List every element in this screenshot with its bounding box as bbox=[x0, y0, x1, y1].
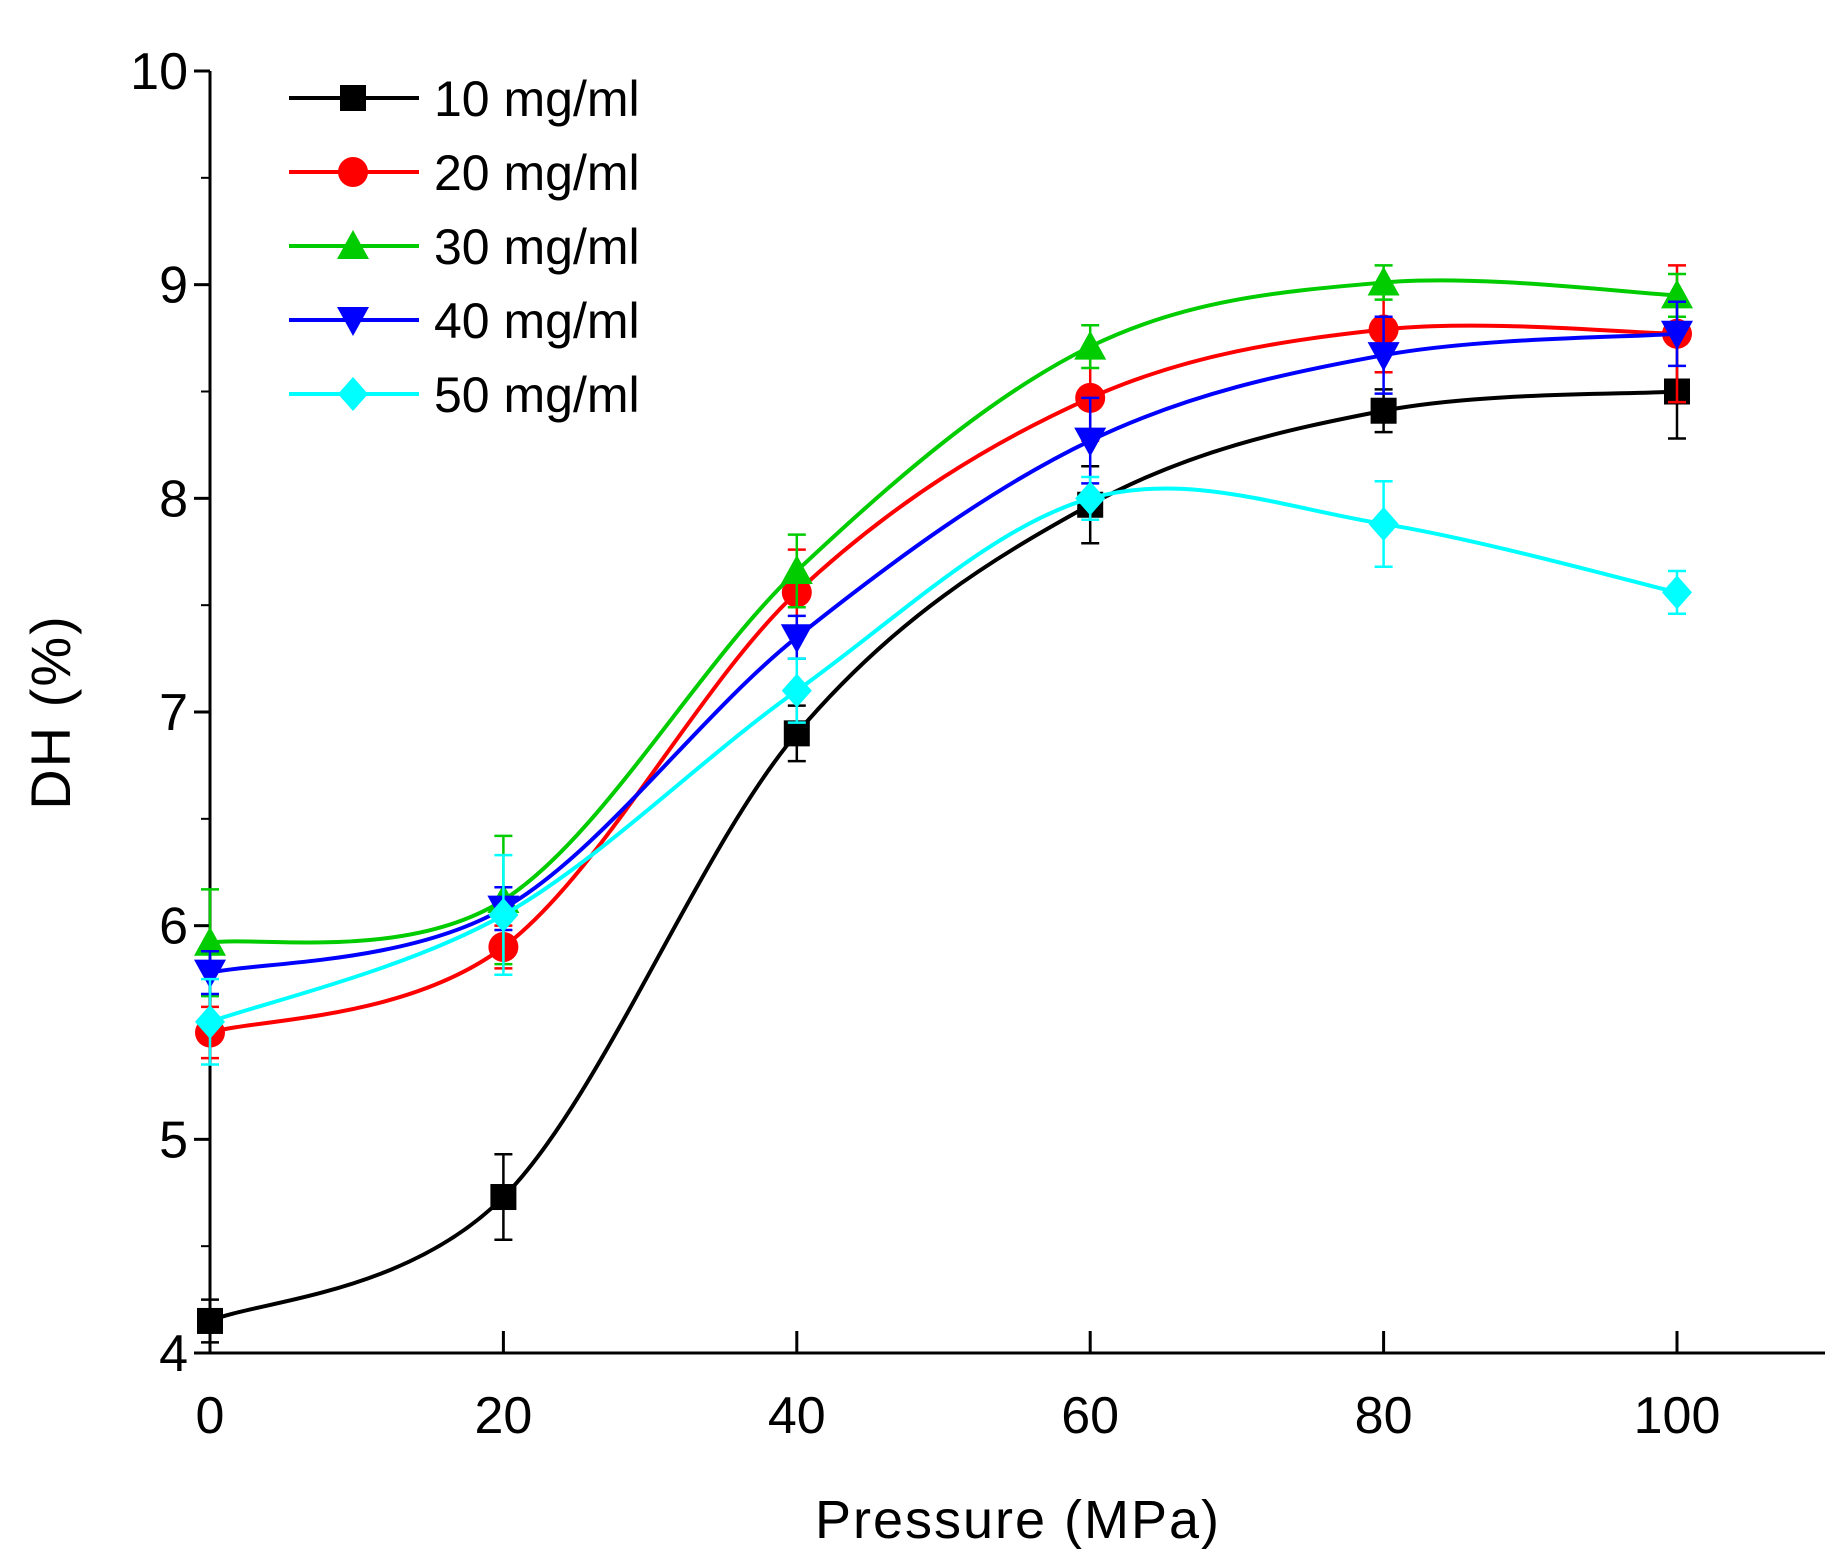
diamond-marker bbox=[338, 377, 368, 411]
square-marker bbox=[1370, 397, 1397, 424]
triangle-down-marker bbox=[1074, 427, 1107, 457]
legend-label: 20 mg/ml bbox=[434, 145, 640, 201]
y-tick-label: 7 bbox=[159, 684, 188, 742]
x-tick-label: 0 bbox=[196, 1387, 225, 1445]
legend-label: 10 mg/ml bbox=[434, 71, 640, 127]
series-line bbox=[209, 331, 1678, 975]
triangle-up-marker bbox=[194, 926, 226, 956]
diamond-marker bbox=[1368, 506, 1399, 541]
y-tick-label: 10 bbox=[130, 43, 188, 101]
x-tick-label: 100 bbox=[1634, 1387, 1721, 1445]
series-line bbox=[209, 389, 1678, 1323]
legend-item: 30 mg/ml bbox=[289, 219, 640, 275]
series-30-mg-ml bbox=[194, 264, 1693, 998]
legend: 10 mg/ml 20 mg/ml 30 mg/ml 40 mg/ml 50 mg/ml bbox=[289, 71, 640, 423]
y-tick-label: 9 bbox=[159, 257, 188, 315]
diamond-marker bbox=[1075, 481, 1106, 516]
x-tick-label: 20 bbox=[474, 1387, 532, 1445]
legend-label: 50 mg/ml bbox=[434, 367, 640, 423]
series-line bbox=[209, 486, 1678, 1024]
legend-item: 10 mg/ml bbox=[289, 71, 640, 127]
diamond-marker bbox=[195, 1004, 225, 1039]
triangle-down-marker bbox=[194, 959, 226, 989]
triangle-down-marker bbox=[337, 307, 369, 336]
series-line bbox=[209, 278, 1678, 945]
triangle-up-marker bbox=[1074, 330, 1107, 360]
diamond-marker bbox=[1662, 575, 1692, 610]
square-marker bbox=[197, 1307, 223, 1334]
square-marker bbox=[783, 720, 810, 747]
legend-label: 40 mg/ml bbox=[434, 293, 640, 349]
legend-item: 50 mg/ml bbox=[289, 367, 640, 423]
y-tick-label: 8 bbox=[159, 470, 188, 528]
diamond-marker bbox=[488, 897, 519, 932]
diamond-marker bbox=[781, 673, 812, 708]
triangle-down-marker bbox=[1661, 320, 1693, 350]
series-40-mg-ml bbox=[194, 300, 1693, 996]
series-line bbox=[209, 323, 1678, 1035]
series-20-mg-ml bbox=[195, 264, 1692, 1060]
triangle-down-marker bbox=[780, 624, 813, 654]
series-layer bbox=[194, 264, 1693, 1344]
x-tick-label: 60 bbox=[1061, 1387, 1119, 1445]
y-tick-label: 5 bbox=[159, 1111, 188, 1169]
square-marker bbox=[490, 1184, 517, 1211]
x-tick-label: 40 bbox=[768, 1387, 826, 1445]
triangle-up-marker bbox=[337, 230, 369, 259]
legend-item: 40 mg/ml bbox=[289, 293, 640, 349]
y-tick-label: 4 bbox=[159, 1325, 188, 1383]
x-axis-label: Pressure (MPa) bbox=[815, 1490, 1221, 1550]
legend-label: 30 mg/ml bbox=[434, 219, 640, 275]
triangle-up-marker bbox=[1367, 266, 1400, 296]
series-50-mg-ml bbox=[195, 475, 1692, 1066]
y-tick-label: 6 bbox=[159, 898, 188, 956]
square-marker bbox=[340, 85, 366, 111]
legend-item: 20 mg/ml bbox=[289, 145, 640, 201]
circle-marker bbox=[338, 157, 368, 187]
x-tick-label: 80 bbox=[1355, 1387, 1413, 1445]
triangle-down-marker bbox=[1367, 342, 1400, 372]
triangle-up-marker bbox=[780, 554, 813, 584]
series-10-mg-ml bbox=[197, 343, 1690, 1344]
y-axis-label: DH (%) bbox=[19, 614, 82, 810]
